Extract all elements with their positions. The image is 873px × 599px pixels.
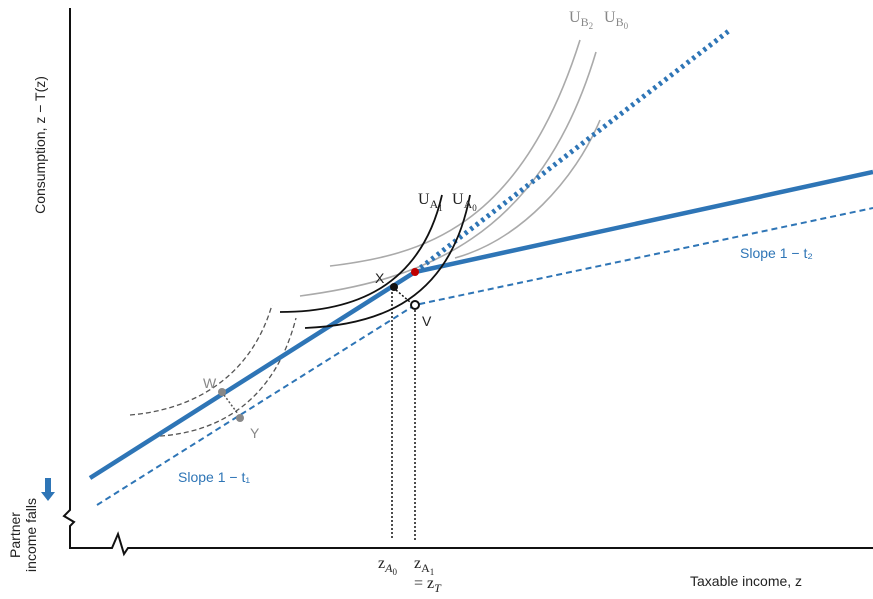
label-y: Y	[250, 425, 260, 441]
subsub: 2	[589, 21, 594, 31]
label-za1: zA1	[414, 555, 434, 577]
axes	[62, 8, 873, 557]
sub: A	[464, 197, 473, 211]
label-ua0: UA0	[452, 191, 477, 213]
subsub: 0	[472, 203, 477, 213]
label-ub2: UB2	[569, 9, 593, 31]
ua0-curve	[304, 194, 471, 329]
y-axis-label: Consumption, z − T(z)	[32, 76, 48, 214]
partner-arrow	[41, 478, 55, 501]
sub: A	[421, 561, 430, 575]
subsub: 1	[430, 567, 435, 577]
point-kink	[411, 268, 419, 276]
sub: A	[384, 561, 393, 575]
point-x	[390, 283, 398, 291]
label-w: W	[203, 375, 217, 391]
x-axis-label: Taxable income, z	[690, 573, 802, 589]
point-v	[410, 300, 420, 310]
label-ua1: UA1	[418, 191, 443, 213]
sub: B	[616, 15, 624, 29]
sub: B	[581, 15, 589, 29]
ub-curve	[329, 39, 581, 267]
label-zt: = zT	[414, 575, 442, 595]
x-to-v	[395, 289, 411, 303]
main: z	[378, 555, 385, 572]
main: z	[414, 555, 421, 572]
slope-lower: Slope 1 − t₁	[178, 469, 250, 485]
budget-dotted	[413, 28, 732, 274]
main: U	[418, 191, 430, 208]
main: U	[452, 191, 464, 208]
ub-curve	[299, 51, 597, 297]
w-curve	[129, 304, 273, 416]
main: = z	[414, 575, 434, 592]
label-v: V	[422, 313, 432, 329]
ua1-curve	[279, 194, 443, 313]
label-ub0: UB0	[604, 9, 629, 31]
slope-upper: Slope 1 − t₂	[740, 245, 813, 261]
main: U	[604, 9, 616, 26]
w-to-y	[223, 394, 239, 415]
partner-line2: income falls	[23, 498, 39, 572]
point-y	[236, 414, 244, 422]
label-x: X	[375, 270, 385, 286]
sub: T	[434, 581, 442, 595]
subsub: 0	[392, 567, 397, 577]
sub: A	[430, 197, 439, 211]
ub-curve	[454, 119, 601, 259]
subsub: 1	[438, 203, 443, 213]
point-w	[218, 388, 226, 396]
label-za0: zA0	[378, 555, 397, 577]
main: U	[569, 9, 581, 26]
subsub: 0	[624, 21, 629, 31]
partner-line1: Partner	[7, 512, 23, 558]
y-curve	[159, 317, 297, 437]
